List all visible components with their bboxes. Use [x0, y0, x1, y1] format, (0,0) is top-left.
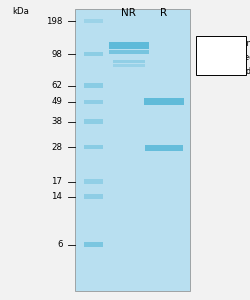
Bar	[112, 59, 145, 63]
Bar	[84, 52, 103, 56]
Bar	[75, 9, 190, 291]
Text: 198: 198	[46, 16, 62, 26]
Text: 17: 17	[52, 177, 62, 186]
Bar	[84, 194, 103, 199]
Bar	[84, 100, 103, 104]
Bar	[84, 19, 103, 23]
Text: 62: 62	[52, 81, 62, 90]
Bar	[84, 179, 103, 184]
Bar	[84, 242, 103, 247]
Text: 49: 49	[52, 98, 62, 106]
Text: 14: 14	[52, 192, 62, 201]
Text: R: R	[160, 8, 167, 17]
Bar	[109, 42, 149, 49]
Bar	[84, 145, 103, 149]
Bar	[144, 98, 184, 105]
Text: 6: 6	[57, 240, 62, 249]
Bar	[84, 83, 103, 88]
Bar	[109, 50, 149, 54]
Text: 38: 38	[52, 117, 62, 126]
Text: NR: NR	[121, 8, 136, 17]
Text: kDa: kDa	[12, 8, 29, 16]
Bar	[112, 64, 145, 67]
Text: 2.5 μg loading
NR = Non-reduced
R = Reduced: 2.5 μg loading NR = Non-reduced R = Redu…	[199, 39, 250, 76]
Bar	[145, 145, 182, 151]
Text: 98: 98	[52, 50, 62, 58]
Bar	[84, 119, 103, 124]
Bar	[196, 36, 246, 75]
Text: 28: 28	[52, 142, 62, 152]
